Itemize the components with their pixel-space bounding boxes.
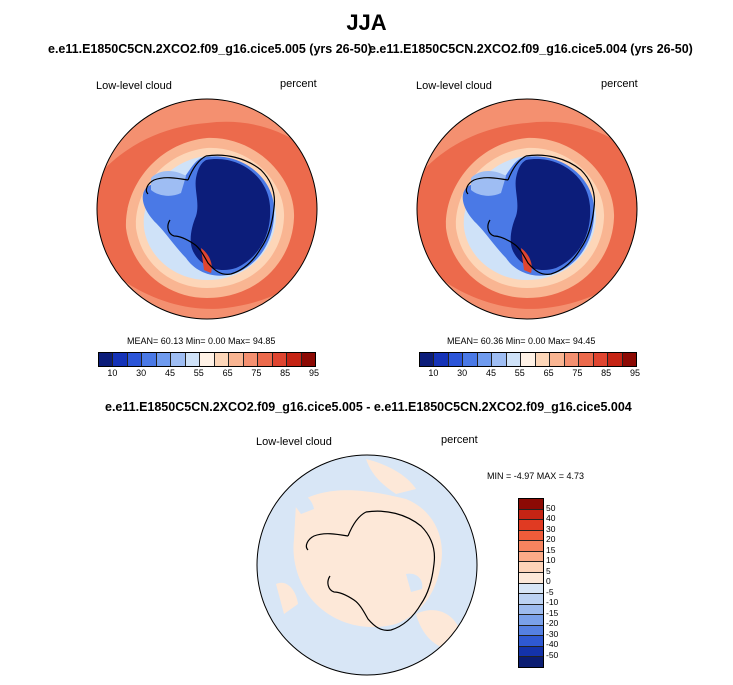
diff-colorbar-tick-label: -30 [546, 628, 559, 639]
colorbar-swatch [142, 353, 157, 366]
colorbar-swatch [258, 353, 273, 366]
diff-colorbar-swatch [519, 520, 543, 531]
colorbar-swatch [506, 353, 522, 366]
diff-colorbar-swatch [519, 572, 543, 584]
diff-variable-label: Low-level cloud [256, 436, 332, 448]
diff-colorbar-swatch [519, 551, 543, 563]
colorbar-tick-label: 75 [572, 368, 583, 378]
colorbar-swatch [622, 353, 637, 366]
colorbar-tick-label: 10 [428, 368, 439, 378]
colorbar-tick-label: 75 [251, 368, 262, 378]
colorbar-swatch [434, 353, 449, 366]
diff-polar-map [256, 454, 478, 676]
diff-colorbar-swatch [519, 646, 543, 658]
diff-colorbar-swatch [519, 562, 543, 573]
diff-subtitle: e.e11.E1850C5CN.2XCO2.f09_g16.cice5.005 … [105, 400, 632, 414]
colorbar-tick-label: 10 [107, 368, 118, 378]
diff-colorbar-tick-label: 15 [546, 544, 556, 555]
colorbar-swatch [492, 353, 507, 366]
diff-colorbar-tick-label: -40 [546, 639, 559, 649]
colorbar-tick-label: 55 [514, 368, 525, 378]
colorbar-swatch [200, 353, 215, 366]
panel1-variable-label: Low-level cloud [96, 80, 172, 92]
diff-colorbar-tick-label: 30 [546, 523, 556, 534]
diff-colorbar-tick-label: -10 [546, 597, 559, 607]
diff-colorbar-swatch [519, 583, 543, 595]
diff-colorbar-tick-label: -5 [546, 586, 554, 597]
colorbar-swatch [272, 353, 288, 366]
diff-colorbar-swatch [519, 636, 543, 647]
diff-colorbar-ticks: 50 40 30 20 15 10 5 0 -5 -10 -15 -20 -30 -40 -50 [546, 498, 586, 666]
colorbar-swatch [420, 353, 435, 366]
diff-colorbar-tick-label: 5 [546, 565, 551, 576]
colorbar-swatch [156, 353, 172, 366]
panel2-stats: MEAN= 60.36 Min= 0.00 Max= 94.45 [447, 336, 596, 346]
diff-colorbar-tick-label: 40 [546, 513, 556, 523]
colorbar-swatch [243, 353, 259, 366]
colorbar-tick-label: 45 [164, 368, 175, 378]
colorbar-swatch [579, 353, 594, 366]
colorbar-swatch [448, 353, 464, 366]
colorbar-tick-label: 30 [136, 368, 147, 378]
panel1-polar-map [96, 98, 318, 320]
diff-colorbar-swatch [519, 604, 543, 616]
panel2-colorbar-ticks: 10 30 45 55 65 75 85 95 [419, 368, 640, 380]
panel1-units-label: percent [280, 78, 317, 90]
colorbar-swatch [287, 353, 302, 366]
colorbar-swatch [99, 353, 114, 366]
colorbar-tick-label: 65 [222, 368, 233, 378]
panel1-subtitle: e.e11.E1850C5CN.2XCO2.f09_g16.cice5.005 … [48, 42, 372, 56]
diff-colorbar-swatch [519, 594, 543, 605]
diff-stats: MIN = -4.97 MAX = 4.73 [487, 471, 585, 481]
panel1-colorbar-ticks: 10 30 45 55 65 75 85 95 [98, 368, 319, 380]
colorbar-swatch [521, 353, 536, 366]
colorbar-swatch [564, 353, 580, 366]
diff-units-label: percent [441, 434, 478, 446]
panel2-units-label: percent [601, 78, 638, 90]
panel2-subtitle: e.e11.E1850C5CN.2XCO2.f09_g16.cice5.004 … [369, 42, 693, 56]
figure-title: JJA [346, 10, 387, 35]
diff-colorbar-swatch [519, 625, 543, 637]
diff-colorbar-tick-label: 10 [546, 555, 556, 565]
colorbar-swatch [463, 353, 478, 366]
diff-colorbar-swatch [519, 657, 543, 667]
colorbar-tick-label: 65 [543, 368, 554, 378]
colorbar-swatch [113, 353, 128, 366]
colorbar-tick-label: 85 [280, 368, 291, 378]
diff-colorbar-swatch [519, 541, 543, 552]
panel2-polar-map [416, 98, 638, 320]
colorbar-swatch [301, 353, 316, 366]
colorbar-swatch [550, 353, 565, 366]
panel1-stats: MEAN= 60.13 Min= 0.00 Max= 94.85 [127, 336, 276, 346]
diff-colorbar-tick-label: -20 [546, 618, 559, 628]
diff-colorbar-swatch [519, 509, 543, 521]
colorbar-swatch [593, 353, 609, 366]
diff-colorbar-swatch [519, 499, 543, 510]
colorbar-swatch [477, 353, 493, 366]
diff-colorbar-tick-label: -15 [546, 607, 559, 618]
diff-colorbar-tick-label: 0 [546, 576, 551, 586]
colorbar-swatch [171, 353, 186, 366]
colorbar-swatch [608, 353, 623, 366]
diff-colorbar-swatch [519, 615, 543, 626]
colorbar-swatch [535, 353, 551, 366]
diff-colorbar-tick-label: 50 [546, 502, 556, 513]
panel1-colorbar [98, 352, 316, 367]
panel2-variable-label: Low-level cloud [416, 80, 492, 92]
colorbar-tick-label: 30 [457, 368, 468, 378]
colorbar-tick-label: 45 [485, 368, 496, 378]
diff-colorbar-tick-label: 20 [546, 534, 556, 544]
colorbar-tick-label: 95 [308, 368, 319, 378]
diff-colorbar [518, 498, 544, 668]
colorbar-swatch [229, 353, 244, 366]
colorbar-tick-label: 85 [601, 368, 612, 378]
colorbar-swatch [214, 353, 230, 366]
colorbar-swatch [185, 353, 201, 366]
colorbar-swatch [127, 353, 143, 366]
colorbar-tick-label: 55 [193, 368, 204, 378]
panel2-colorbar [419, 352, 637, 367]
diff-colorbar-swatch [519, 530, 543, 542]
colorbar-tick-label: 95 [629, 368, 640, 378]
diff-colorbar-tick-label: -50 [546, 649, 559, 660]
